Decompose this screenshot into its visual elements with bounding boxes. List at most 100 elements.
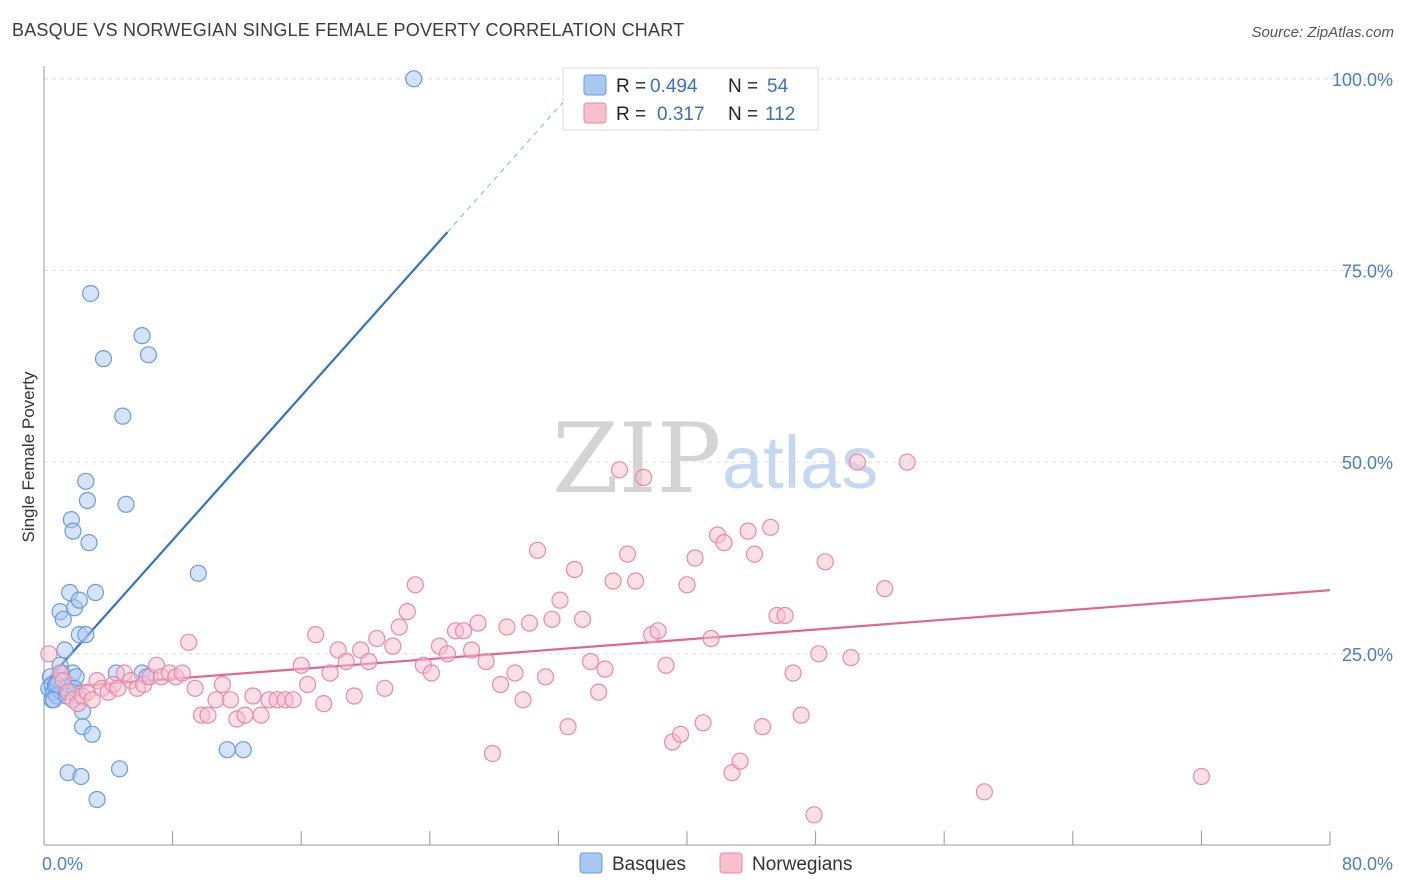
basques-point — [78, 491, 97, 510]
legend-swatch-basques — [583, 74, 607, 96]
basques-point — [82, 284, 100, 303]
norwegians-point — [649, 622, 667, 640]
norwegians-point — [307, 626, 325, 644]
basques-point — [114, 407, 132, 425]
bottom-legend-norwegians: Norwegians — [752, 854, 852, 875]
legend-n-label-basques: N = — [728, 76, 758, 97]
legend-r-value-norwegians: 0.317 — [657, 104, 705, 125]
norwegians-point — [761, 518, 780, 536]
norwegians-point — [543, 610, 561, 628]
norwegians-point — [292, 656, 310, 674]
legend-r-label-basques: R = — [616, 76, 646, 97]
norwegians-point — [536, 668, 555, 686]
legend-swatch-norwegians — [583, 102, 607, 124]
norwegians-point — [626, 572, 645, 590]
norwegians-point — [776, 606, 794, 625]
norwegians-point — [810, 645, 828, 663]
norwegians-point — [618, 545, 637, 563]
norwegians-point — [284, 691, 302, 709]
basques-point — [139, 346, 158, 364]
norwegians-point — [40, 645, 58, 663]
norwegians-point — [694, 714, 712, 732]
norwegians-point — [384, 637, 402, 655]
y-tick-label: 25.0% — [1342, 645, 1393, 665]
norwegians-point — [376, 679, 394, 697]
basques-point — [94, 350, 113, 368]
norwegians-point — [469, 614, 487, 632]
legend-r-value-basques: 0.494 — [650, 76, 698, 97]
norwegians-point — [244, 687, 262, 705]
source-label: Source: ZipAtlas.com — [1251, 24, 1394, 41]
norwegians-point — [514, 691, 532, 709]
legend-n-value-basques: 54 — [767, 76, 789, 97]
norwegians-point — [805, 806, 823, 824]
norwegians-point — [83, 691, 101, 709]
norwegians-point — [221, 691, 240, 709]
norwegians-point — [368, 629, 386, 648]
norwegians-point — [207, 691, 225, 709]
correlation-legend: R = 0.494 N = 54 R = 0.317 N = 112 — [562, 67, 819, 131]
norwegians-point — [731, 752, 749, 770]
norwegians-point — [315, 695, 333, 713]
norwegians-point — [454, 622, 473, 640]
norwegians-point — [321, 664, 339, 682]
norwegians-point — [816, 553, 834, 571]
norwegians-point — [678, 576, 696, 594]
tick-labels: 25.0% 50.0% 75.0% 100.0% 0.0% 80.0% — [42, 70, 1393, 874]
norwegians-point — [186, 679, 204, 697]
trend-lines — [46, 70, 1331, 690]
watermark-zip: ZIP — [552, 403, 721, 515]
norwegians-point — [1192, 767, 1211, 786]
norwegians-point — [252, 706, 270, 724]
y-tick-label: 100.0% — [1332, 70, 1393, 90]
norwegians-point — [559, 718, 577, 736]
norwegians-point — [390, 618, 408, 636]
trend-line-basques — [46, 231, 449, 682]
norwegians-point — [671, 725, 690, 743]
norwegians-point — [848, 453, 866, 471]
norwegians-point — [398, 603, 416, 621]
norwegians-point — [506, 664, 524, 682]
basques-point — [70, 591, 88, 609]
norwegians-point — [483, 744, 502, 763]
norwegians-point — [753, 718, 772, 736]
norwegians-point — [236, 706, 254, 724]
norwegians-point — [589, 683, 608, 701]
bottom-legend-basques: Basques — [612, 854, 686, 875]
norwegians-point — [299, 675, 317, 694]
basques-point — [56, 641, 74, 659]
norwegians-point — [745, 545, 764, 563]
norwegians-point — [581, 652, 600, 671]
norwegians-point — [528, 541, 547, 559]
norwegians-point — [173, 664, 191, 682]
norwegians-point — [345, 687, 363, 705]
norwegians-point — [842, 649, 860, 667]
norwegians-point — [491, 675, 510, 694]
series-legend: Basques Norwegians — [579, 852, 852, 875]
norwegians-point — [406, 576, 424, 594]
basques-point — [117, 495, 135, 513]
basques-point — [77, 472, 95, 490]
y-tick-label: 75.0% — [1342, 261, 1393, 281]
basques-point — [83, 725, 101, 743]
norwegians-point — [213, 675, 232, 694]
basques-point — [234, 741, 252, 759]
trend-line-norwegians — [47, 589, 1331, 690]
bottom-legend-swatch-basques — [579, 852, 603, 874]
norwegians-point — [360, 652, 378, 671]
norwegians-point — [565, 560, 584, 579]
norwegians-point — [702, 629, 720, 648]
norwegians-point — [657, 656, 675, 674]
norwegians-points — [40, 453, 1211, 824]
basques-point — [189, 564, 207, 582]
norwegians-point — [438, 645, 457, 663]
norwegians-point — [180, 633, 198, 651]
basques-point — [88, 790, 106, 809]
grid — [44, 78, 1395, 655]
norwegians-point — [199, 706, 217, 724]
basques-point — [54, 610, 72, 628]
basques-point — [77, 626, 95, 644]
basques-point — [64, 522, 82, 540]
basques-point — [72, 767, 90, 786]
